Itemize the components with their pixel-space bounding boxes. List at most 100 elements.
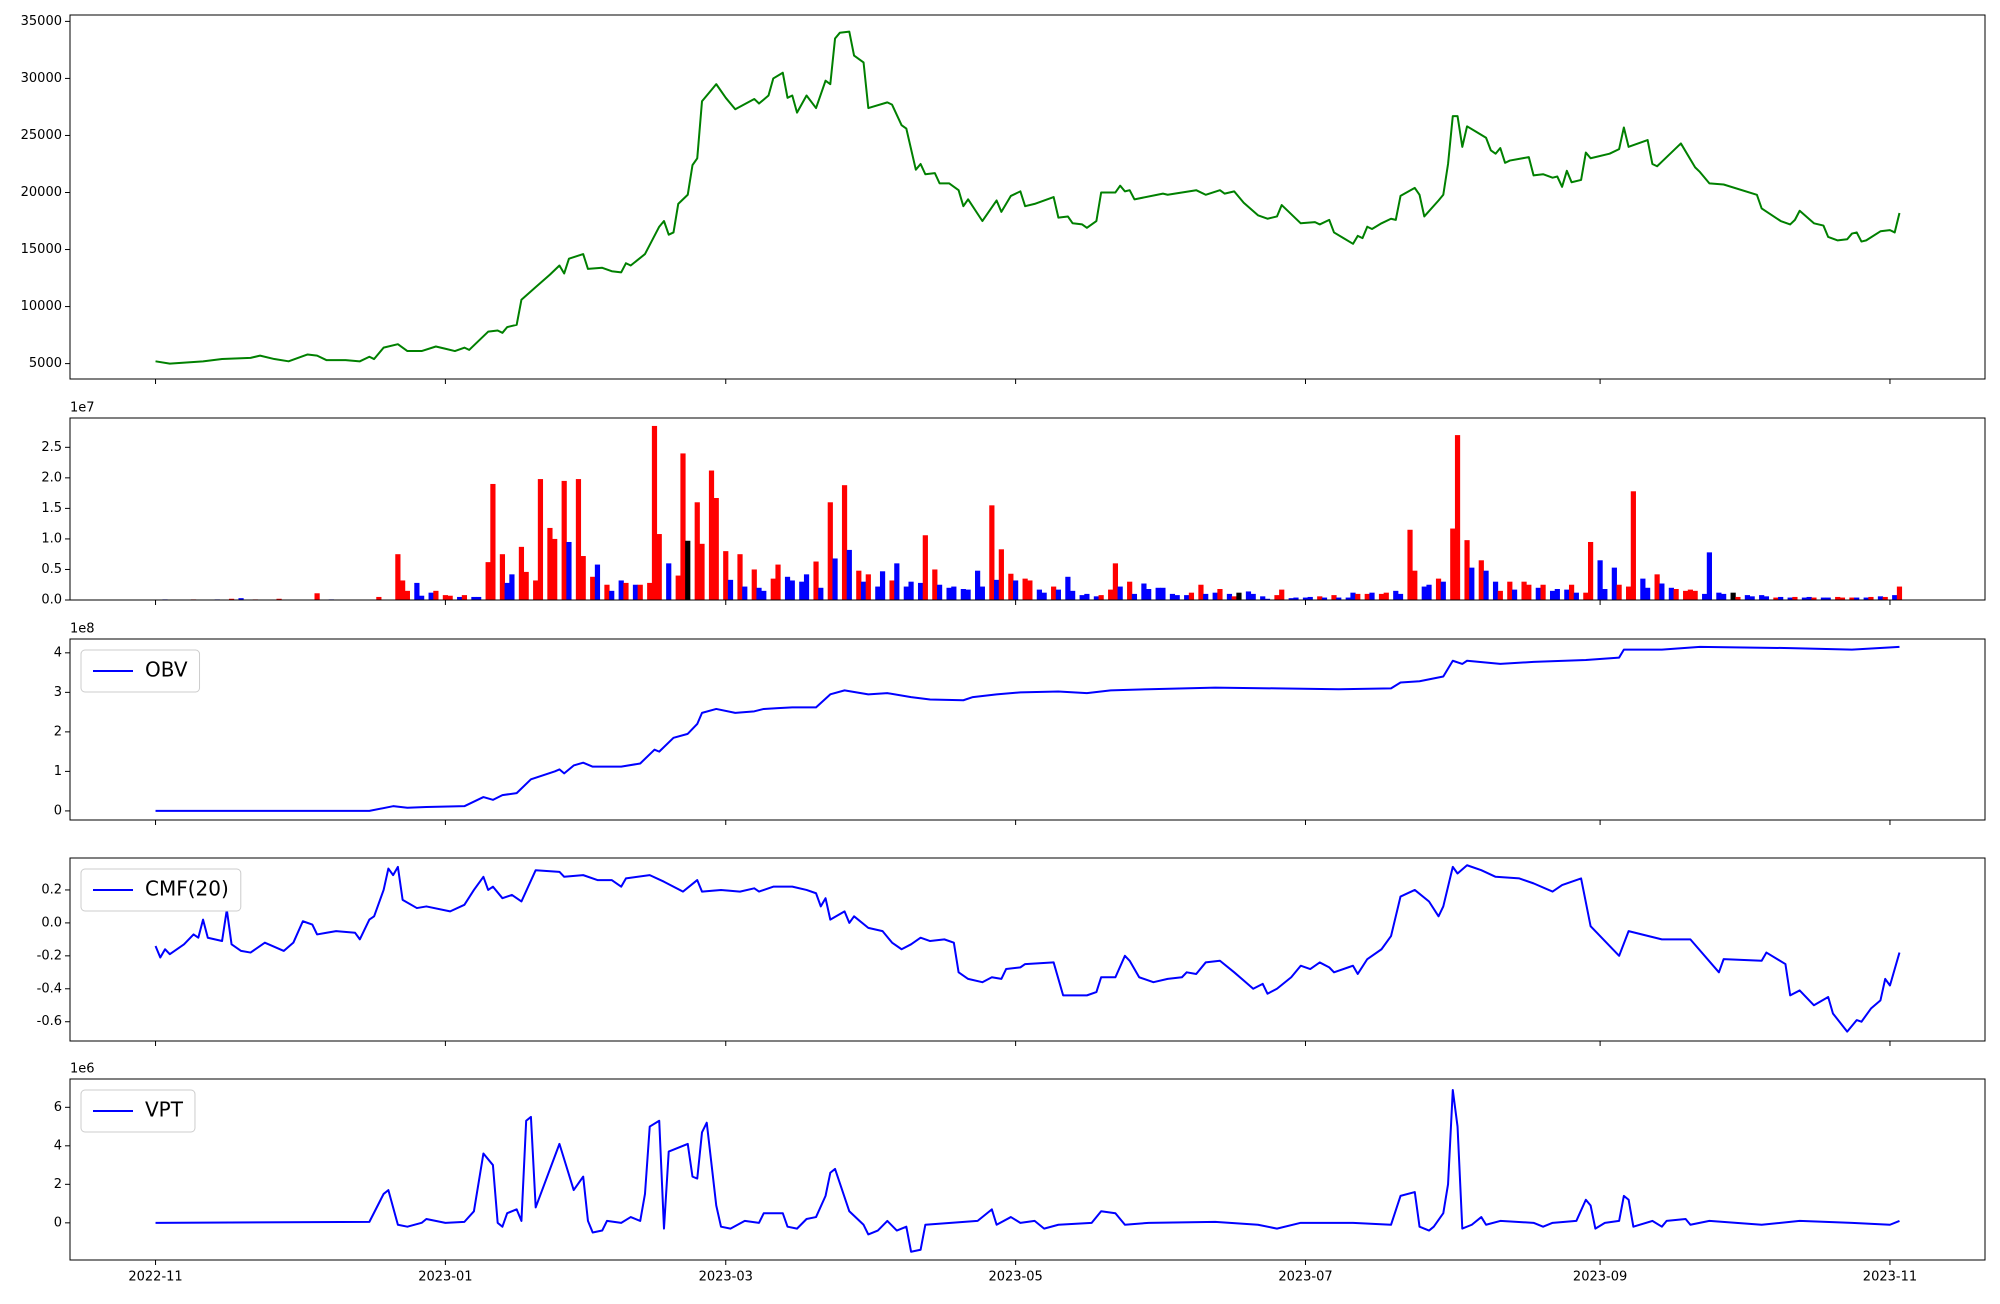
y-tick-label: 35000 [21, 14, 62, 29]
bar [1174, 595, 1180, 600]
bar [1668, 587, 1674, 600]
bar [580, 556, 586, 600]
y-tick-label: 4 [54, 1138, 62, 1153]
bar [537, 479, 544, 600]
bar [1645, 587, 1651, 600]
x-tick-label: 2023-09 [1573, 1270, 1627, 1285]
y-tick-label: 0.0 [41, 915, 62, 930]
bar [685, 540, 691, 600]
bar [1369, 592, 1375, 600]
y-tick-label: 2.0 [41, 470, 62, 485]
bar [723, 551, 729, 600]
bar [228, 598, 235, 600]
bar [523, 571, 529, 600]
bar [1640, 578, 1646, 600]
bar [1279, 589, 1285, 600]
bar [1540, 584, 1546, 600]
y-tick-label: 3 [54, 685, 62, 700]
bar [1526, 584, 1532, 600]
bar [1079, 595, 1085, 600]
bar [1721, 593, 1727, 600]
bar [651, 425, 658, 600]
y-tick-label: 1.0 [41, 531, 62, 546]
x-tick-label: 2023-11 [1863, 1270, 1917, 1285]
bar [490, 483, 496, 600]
bar [894, 563, 900, 600]
bar [1801, 597, 1808, 600]
bar [1112, 563, 1119, 600]
bar [841, 485, 848, 600]
bar [1511, 589, 1518, 600]
bar [694, 502, 700, 600]
bar [547, 527, 553, 600]
bar [1792, 596, 1798, 600]
bar [1440, 581, 1446, 600]
bar [1198, 584, 1204, 600]
bar [946, 587, 952, 600]
bar [751, 569, 757, 600]
bar [471, 596, 477, 600]
legend-box [80, 1089, 196, 1133]
bar [1611, 567, 1617, 600]
bar [1892, 595, 1898, 600]
bar [889, 580, 895, 600]
bar [1454, 435, 1461, 600]
y-tick-label: 4 [54, 645, 62, 660]
bar [1787, 597, 1793, 600]
bar [1203, 593, 1209, 600]
bar [1835, 596, 1841, 600]
offset-text: 1e8 [70, 622, 95, 637]
bar [756, 587, 762, 600]
y-tick-label: 1.5 [41, 501, 62, 516]
bar [1350, 592, 1356, 600]
bar [1231, 596, 1237, 600]
bar [1336, 597, 1342, 600]
bar [1435, 578, 1442, 600]
bar [727, 579, 734, 600]
bar [561, 480, 567, 600]
bar [922, 535, 928, 600]
bar [994, 579, 1000, 600]
bar [1070, 590, 1076, 600]
bar [1521, 581, 1527, 600]
y-tick-label: 30000 [21, 71, 62, 86]
x-tick-label: 2023-05 [988, 1270, 1042, 1285]
bar [784, 576, 791, 600]
y-tick-label: 5000 [29, 356, 62, 371]
bar [917, 582, 924, 600]
bar [818, 587, 824, 600]
bar [1806, 596, 1812, 600]
legend-box [80, 649, 201, 693]
x-tick-label: 2022-11 [128, 1270, 182, 1285]
bar [1274, 595, 1280, 600]
bar [604, 584, 610, 600]
bar [419, 595, 425, 600]
y-tick-label: 10000 [21, 299, 62, 314]
bar [1825, 597, 1831, 600]
bar [647, 582, 653, 600]
legend-label: CMF(20) [145, 877, 229, 901]
bar [1659, 583, 1665, 600]
bar [1673, 589, 1679, 600]
y-tick-label: -0.6 [37, 1014, 62, 1029]
bar [499, 554, 506, 600]
bar [1141, 583, 1147, 600]
line [155, 1088, 1900, 1253]
bar [775, 564, 781, 600]
bar [675, 575, 681, 600]
bar [799, 581, 805, 600]
y-tick-label: -0.2 [37, 948, 62, 963]
plot-area [162, 425, 1903, 600]
legend-label: OBV [145, 658, 188, 682]
bar [447, 595, 453, 600]
bar [1345, 597, 1351, 600]
bar [1184, 595, 1190, 600]
bar [1896, 586, 1903, 600]
legend-box [80, 868, 242, 912]
y-tick-label: 20000 [21, 185, 62, 200]
bar [485, 562, 491, 600]
bar [1098, 595, 1104, 600]
bar [903, 586, 909, 600]
bar [1597, 560, 1603, 600]
